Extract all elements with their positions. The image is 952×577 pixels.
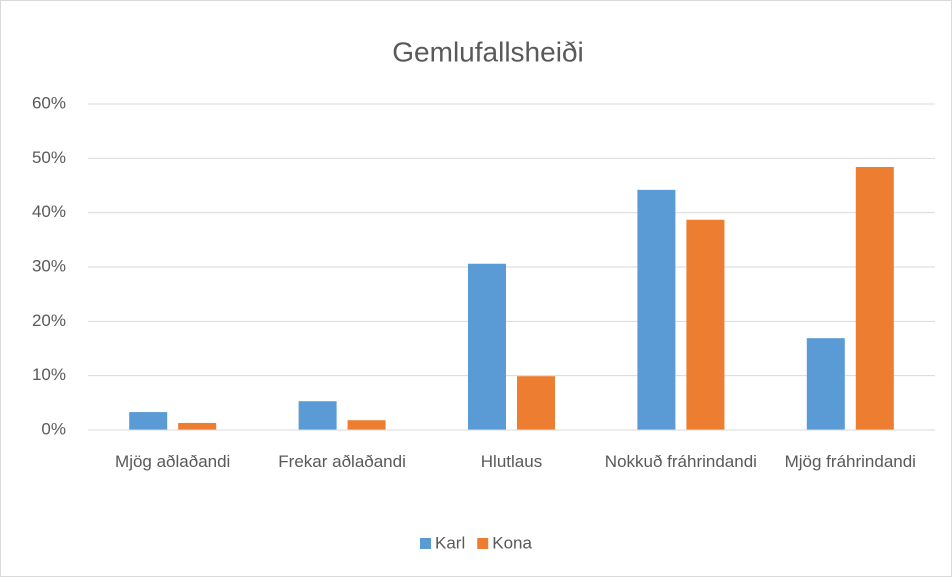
x-tick-label: Frekar aðlaðandi [278,452,406,471]
bar [129,412,168,430]
bar [637,189,676,430]
bar [347,420,386,430]
y-tick-label: 0% [41,419,66,438]
x-tick-label: Hlutlaus [480,452,543,471]
bar [855,167,894,430]
y-tick-label: 60% [32,93,66,112]
legend-label: Kona [492,533,532,552]
bar [178,422,217,430]
y-tick-label: 20% [32,311,66,330]
bar [517,376,555,430]
x-tick-label: Mjög fráhrindandi [784,452,916,471]
bar [298,401,337,430]
x-tick-label: Nokkuð fráhrindandi [604,452,757,471]
y-tick-label: 10% [32,365,66,384]
y-tick-label: 40% [32,202,66,221]
bar [806,338,845,430]
x-tick-label: Mjög aðlaðandi [115,452,231,471]
y-tick-label: 30% [32,256,66,275]
bar [686,219,725,430]
legend-swatch [420,538,431,549]
legend-label: Karl [435,533,465,552]
bar [468,263,506,430]
y-tick-label: 50% [32,148,66,167]
chart-title: Gemlufallsheiði [392,36,583,67]
legend-swatch [477,538,489,549]
